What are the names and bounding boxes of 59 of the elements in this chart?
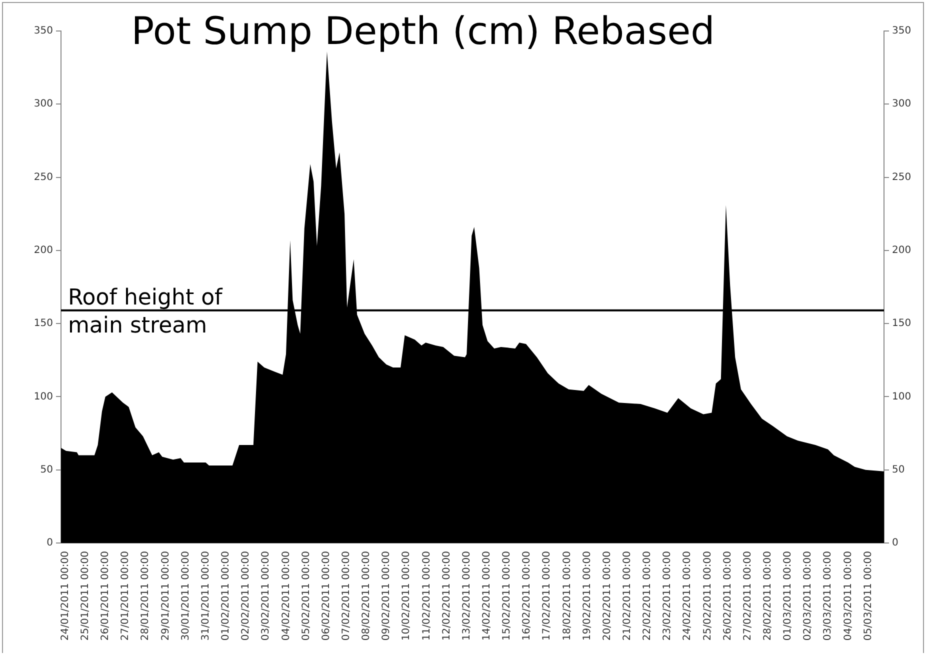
x-tick-label: 24/02/2011 00:00 — [682, 551, 694, 641]
y-tick-label: 100 — [34, 391, 53, 402]
y2-tick-label: 200 — [892, 245, 912, 256]
x-tick-label: 25/02/2011 00:00 — [702, 551, 714, 641]
x-tick-label: 14/02/2011 00:00 — [481, 551, 492, 641]
x-tick-label: 21/02/2011 00:00 — [622, 551, 633, 641]
y-tick-label: 0 — [46, 538, 53, 549]
y-tick-label: 250 — [34, 172, 53, 183]
x-tick-label: 05/03/2011 00:00 — [862, 551, 874, 641]
x-tick-label: 01/02/2011 00:00 — [220, 551, 232, 641]
x-tick-label: 03/02/2011 00:00 — [260, 551, 272, 641]
x-tick-label: 24/01/2011 00:00 — [60, 551, 71, 641]
x-tick-label: 30/01/2011 00:00 — [180, 551, 192, 641]
y2-tick-label: 350 — [892, 26, 912, 37]
x-tick-label: 26/02/2011 00:00 — [722, 551, 734, 641]
y2-tick-label: 300 — [892, 98, 912, 110]
x-tick-label: 13/02/2011 00:00 — [461, 551, 472, 641]
x-tick-label: 19/02/2011 00:00 — [582, 551, 593, 641]
x-tick-label: 09/02/2011 00:00 — [381, 551, 392, 641]
x-tick-label: 18/02/2011 00:00 — [562, 551, 573, 641]
x-tick-label: 17/02/2011 00:00 — [542, 551, 553, 641]
x-tick-label: 08/02/2011 00:00 — [361, 551, 372, 641]
x-tick-label: 29/01/2011 00:00 — [160, 551, 172, 641]
x-tick-label: 23/02/2011 00:00 — [662, 551, 674, 641]
x-tick-label: 02/02/2011 00:00 — [240, 551, 252, 641]
x-tick-label: 05/02/2011 00:00 — [300, 551, 312, 641]
x-tick-label: 27/01/2011 00:00 — [120, 551, 132, 641]
x-tick-label: 04/02/2011 00:00 — [280, 551, 292, 641]
y2-tick-label: 0 — [892, 538, 898, 549]
y-tick-label: 350 — [34, 26, 53, 37]
chart-title: Pot Sump Depth (cm) Rebased — [131, 9, 715, 53]
x-tick-label: 16/02/2011 00:00 — [522, 551, 533, 641]
y2-tick-label: 100 — [892, 391, 912, 402]
y-tick-label: 300 — [34, 98, 53, 110]
y2-tick-label: 150 — [892, 318, 912, 330]
x-tick-label: 26/01/2011 00:00 — [100, 551, 112, 641]
y2-tick-label: 250 — [892, 172, 912, 183]
ref-line-label: Roof height of main stream — [68, 285, 224, 338]
x-tick-label: 15/02/2011 00:00 — [502, 551, 513, 641]
x-tick-label: 22/02/2011 00:00 — [642, 551, 654, 641]
x-tick-label: 07/02/2011 00:00 — [340, 551, 352, 641]
x-tick-label: 28/02/2011 00:00 — [762, 551, 774, 641]
y-tick-label: 200 — [34, 245, 53, 256]
x-tick-label: 10/02/2011 00:00 — [401, 551, 412, 641]
x-tick-label: 11/02/2011 00:00 — [421, 551, 432, 641]
x-tick-label: 01/03/2011 00:00 — [782, 551, 794, 641]
x-tick-label: 03/03/2011 00:00 — [822, 551, 834, 641]
y-tick-label: 150 — [34, 318, 53, 330]
x-tick-label: 27/02/2011 00:00 — [742, 551, 754, 641]
x-tick-label: 06/02/2011 00:00 — [320, 551, 332, 641]
y2-tick-label: 50 — [892, 464, 905, 476]
x-tick-label: 20/02/2011 00:00 — [602, 551, 613, 641]
x-tick-label: 25/01/2011 00:00 — [80, 551, 92, 641]
x-tick-label: 28/01/2011 00:00 — [140, 551, 152, 641]
x-tick-label: 31/01/2011 00:00 — [200, 551, 212, 641]
x-tick-label: 04/03/2011 00:00 — [842, 551, 854, 641]
x-tick-label: 12/02/2011 00:00 — [441, 551, 452, 641]
x-tick-label: 02/03/2011 00:00 — [802, 551, 814, 641]
y-tick-label: 50 — [40, 464, 53, 476]
